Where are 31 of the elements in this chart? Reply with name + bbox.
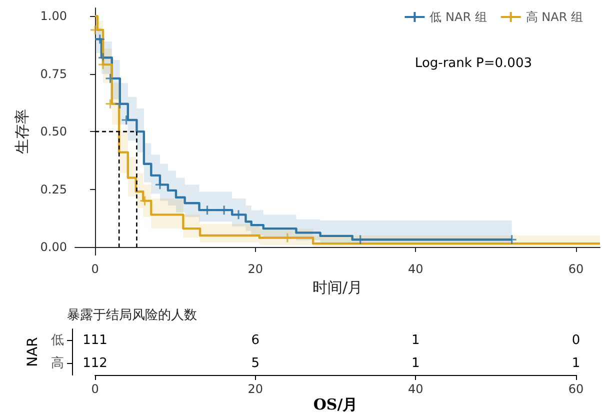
- data-label: 111: [82, 333, 108, 348]
- y-tick-label: 高: [51, 355, 64, 371]
- legend-label: 高 NAR 组: [526, 10, 584, 24]
- y-tick-label: 0.75: [40, 66, 67, 81]
- chart-title: 暴露于结局风险的人数: [67, 308, 197, 323]
- x-tick-label: 60: [568, 382, 584, 396]
- x-tick-label: 40: [408, 262, 424, 276]
- data-label: 0: [572, 333, 580, 348]
- data-label: 112: [82, 356, 108, 371]
- data-label: 6: [251, 333, 260, 348]
- legend-label: 低 NAR 组: [430, 10, 487, 24]
- x-tick-label: 40: [408, 382, 424, 396]
- y-tick-label: 1.00: [40, 9, 67, 24]
- x-tick-label: 20: [248, 382, 263, 396]
- data-label: 1: [412, 333, 420, 348]
- data-label: 1: [412, 356, 420, 371]
- y-tick-label: 0.00: [40, 240, 67, 254]
- x-axis-title: 时间/月: [312, 278, 363, 296]
- y-axis-title: NAR: [25, 336, 42, 367]
- data-label: 1: [572, 356, 580, 371]
- data-label: 5: [251, 356, 260, 371]
- x-tick-label: 20: [248, 262, 263, 276]
- y-axis-title: 生存率: [12, 109, 31, 154]
- y-tick-label: 0.25: [40, 182, 67, 196]
- x-tick-label: 0: [91, 382, 99, 396]
- annotation: Log-rank P=0.003: [414, 56, 532, 71]
- y-tick-label: 低: [51, 333, 64, 348]
- x-tick-label: 0: [91, 262, 99, 276]
- y-tick-label: 0.50: [40, 124, 67, 139]
- x-axis-title: OS/月: [313, 396, 358, 414]
- x-tick-label: 60: [568, 262, 584, 276]
